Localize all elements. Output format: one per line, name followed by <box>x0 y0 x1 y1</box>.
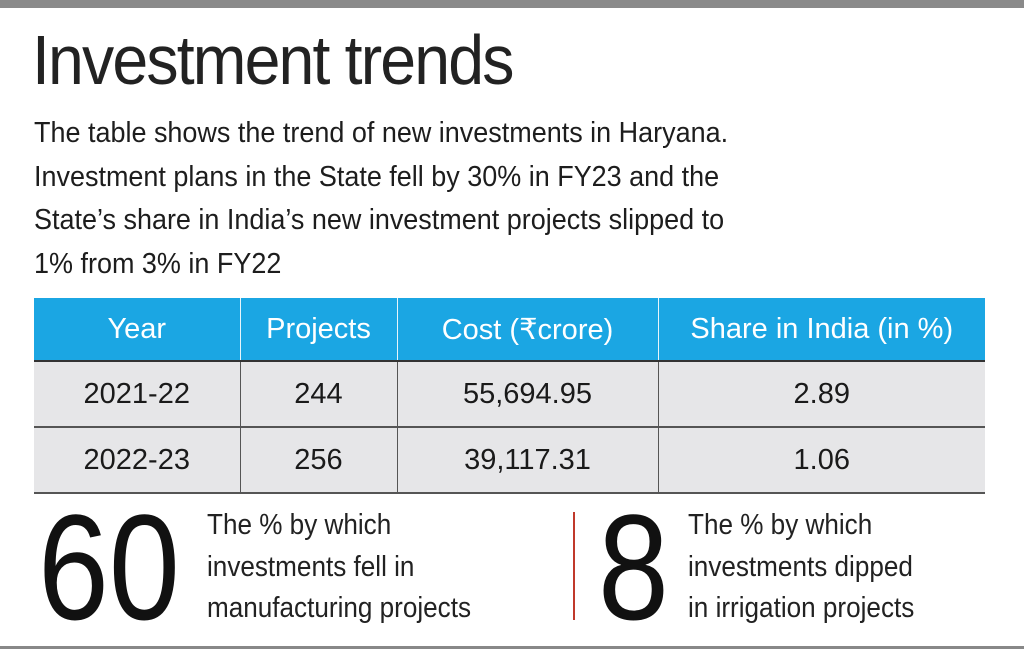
cell-cost: 39,117.31 <box>397 427 659 494</box>
description-line: 1% from 3% in FY22 <box>34 247 282 280</box>
stat-line: The % by which <box>688 509 873 541</box>
cell-share: 1.06 <box>658 427 985 494</box>
description-line: State’s share in India’s new investment … <box>34 204 725 236</box>
stat-value-irrigation: 8 <box>598 483 669 651</box>
header-cost: Cost (₹crore) <box>397 298 659 361</box>
divider <box>573 512 575 620</box>
cell-share: 2.89 <box>658 360 985 428</box>
stat-line: manufacturing projects <box>207 592 472 624</box>
table-row: 2021-22 244 55,694.95 2.89 <box>34 360 985 428</box>
top-bar <box>0 0 1024 8</box>
cell-year: 2022-23 <box>34 427 241 494</box>
stat-line: The % by which <box>207 509 392 541</box>
bottom-rule <box>0 646 1024 649</box>
stat-value-manufacturing: 60 <box>38 483 180 651</box>
table-header-row: Year Projects Cost (₹crore) Share in Ind… <box>34 298 985 361</box>
description-line: Investment plans in the State fell by 30… <box>34 160 720 193</box>
cell-year: 2021-22 <box>34 360 241 428</box>
description-line: The table shows the trend of new investm… <box>34 117 729 149</box>
investment-table: Year Projects Cost (₹crore) Share in Ind… <box>34 298 985 494</box>
description: The table shows the trend of new investm… <box>34 112 945 286</box>
stat-line: in irrigation projects <box>688 592 915 624</box>
header-projects: Projects <box>240 298 398 361</box>
stat-text-manufacturing: The % by which investments fell in manuf… <box>207 505 471 630</box>
header-year: Year <box>34 298 241 361</box>
page-title: Investment trends <box>32 21 514 99</box>
stat-line: investments dipped <box>688 550 913 583</box>
stat-text-irrigation: The % by which investments dipped in irr… <box>688 505 914 630</box>
stat-line: investments fell in <box>207 550 415 583</box>
header-share: Share in India (in %) <box>658 298 985 361</box>
table-row: 2022-23 256 39,117.31 1.06 <box>34 427 985 494</box>
cell-projects: 256 <box>240 427 398 494</box>
cell-cost: 55,694.95 <box>397 360 659 428</box>
cell-projects: 244 <box>240 360 398 428</box>
